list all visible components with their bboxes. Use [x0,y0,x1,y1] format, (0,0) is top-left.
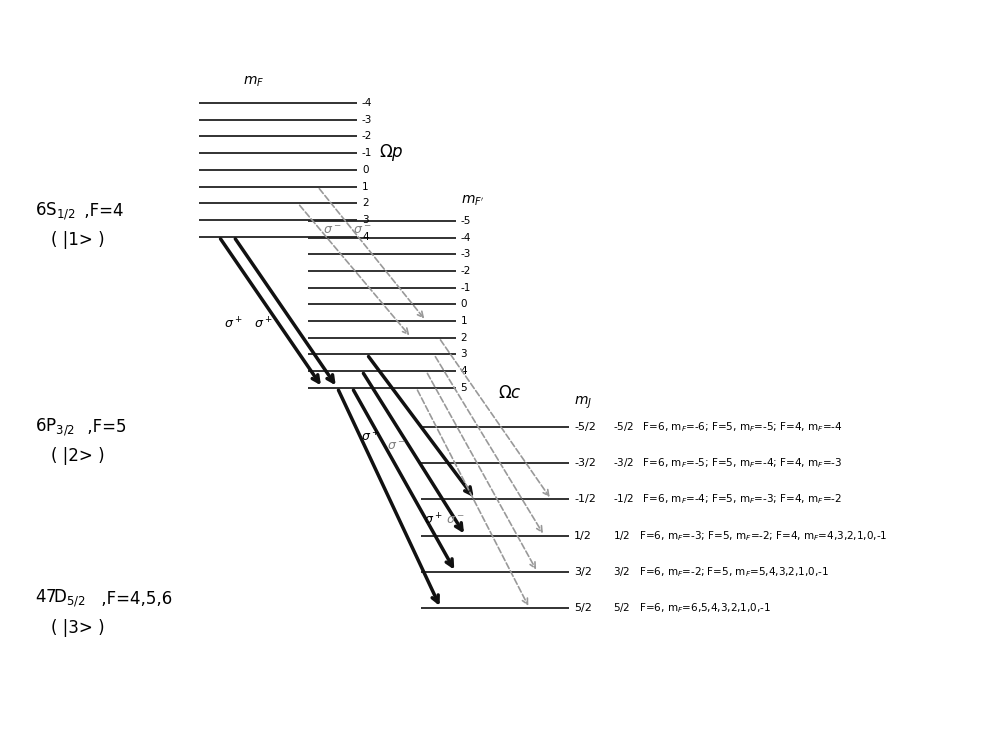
Text: $\Omega$c: $\Omega$c [498,384,522,401]
Text: $\sigma^+$: $\sigma^+$ [224,316,243,331]
Text: -5/2   F=6, m$_F$=-6; F=5, m$_F$=-5; F=4, m$_F$=-4: -5/2 F=6, m$_F$=-6; F=5, m$_F$=-5; F=4, … [613,420,843,434]
Text: 3: 3 [362,215,369,225]
Text: 5/2: 5/2 [574,604,592,613]
Text: 4: 4 [362,232,369,241]
Text: -3/2: -3/2 [574,458,596,468]
Text: 1: 1 [461,316,467,326]
Text: ,F=5: ,F=5 [82,418,126,436]
Text: -3: -3 [362,115,372,125]
Text: ,F=4: ,F=4 [79,202,123,220]
Text: -1/2   F=6, m$_F$=-4; F=5, m$_F$=-3; F=4, m$_F$=-2: -1/2 F=6, m$_F$=-4; F=5, m$_F$=-3; F=4, … [613,492,843,506]
Text: ( |1> ): ( |1> ) [51,232,105,249]
Text: $m_F$: $m_F$ [243,75,264,89]
Text: $m_J$: $m_J$ [574,394,592,410]
Text: -1: -1 [461,283,471,292]
Text: 3: 3 [461,349,467,359]
Text: 6P$_{3/2}$: 6P$_{3/2}$ [35,416,74,438]
Text: 1: 1 [362,182,369,191]
Text: 4: 4 [461,366,467,376]
Text: 6S$_{1/2}$: 6S$_{1/2}$ [35,200,75,222]
Text: 5: 5 [461,382,467,393]
Text: ( |3> ): ( |3> ) [51,619,105,637]
Text: 0: 0 [461,299,467,309]
Text: -1/2: -1/2 [574,494,596,505]
Text: -2: -2 [461,266,471,276]
Text: $\sigma^+$: $\sigma^+$ [424,512,442,528]
Text: -5/2: -5/2 [574,422,596,432]
Text: 47D$_{5/2}$: 47D$_{5/2}$ [35,587,85,610]
Text: $\sigma^-$: $\sigma^-$ [353,224,371,237]
Text: 0: 0 [362,165,368,175]
Text: -2: -2 [362,131,372,142]
Text: $\sigma^+$: $\sigma^+$ [361,429,379,444]
Text: $\sigma^+$: $\sigma^+$ [254,316,273,331]
Text: $m_{F'}$: $m_{F'}$ [461,194,484,208]
Text: -3: -3 [461,249,471,259]
Text: $\sigma^-$: $\sigma^-$ [387,440,406,453]
Text: $\Omega$p: $\Omega$p [379,142,404,162]
Text: -4: -4 [362,98,372,108]
Text: $\sigma^-$: $\sigma^-$ [323,224,342,237]
Text: -3/2   F=6, m$_F$=-5; F=5, m$_F$=-4; F=4, m$_F$=-3: -3/2 F=6, m$_F$=-5; F=5, m$_F$=-4; F=4, … [613,456,843,470]
Text: -5: -5 [461,215,471,226]
Text: 5/2   F=6, m$_F$=6,5,4,3,2,1,0,-1: 5/2 F=6, m$_F$=6,5,4,3,2,1,0,-1 [613,601,772,615]
Text: $\sigma^-$: $\sigma^-$ [446,514,465,527]
Text: 2: 2 [461,333,467,342]
Text: 3/2   F=6, m$_F$=-2; F=5, m$_F$=5,4,3,2,1,0,-1: 3/2 F=6, m$_F$=-2; F=5, m$_F$=5,4,3,2,1,… [613,565,829,579]
Text: -1: -1 [362,148,372,158]
Text: 1/2   F=6, m$_F$=-3; F=5, m$_F$=-2; F=4, m$_F$=4,3,2,1,0,-1: 1/2 F=6, m$_F$=-3; F=5, m$_F$=-2; F=4, m… [613,529,888,542]
Text: 2: 2 [362,199,369,208]
Text: -4: -4 [461,232,471,243]
Text: 3/2: 3/2 [574,567,592,577]
Text: ( |2> ): ( |2> ) [51,447,105,466]
Text: 1/2: 1/2 [574,531,592,541]
Text: ,F=4,5,6: ,F=4,5,6 [96,590,172,607]
